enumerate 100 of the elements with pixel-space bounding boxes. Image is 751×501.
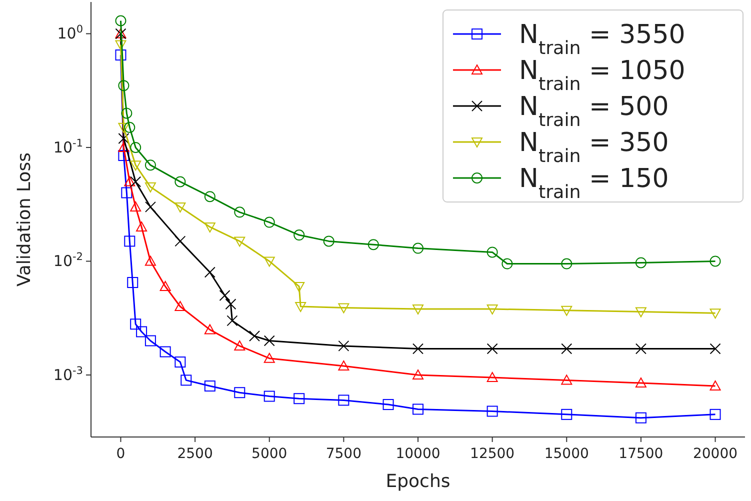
point: [219, 290, 230, 301]
point: [486, 372, 498, 382]
point: [561, 343, 572, 354]
legend-label: N$_{train}$ = 150: [519, 164, 669, 202]
point: [204, 266, 216, 278]
point: [635, 378, 646, 388]
point: [561, 408, 572, 420]
x-tick-label: 10000: [396, 446, 440, 462]
point: [144, 335, 156, 346]
point: [144, 182, 156, 192]
point: [338, 303, 350, 314]
point: [124, 176, 136, 186]
point: [635, 257, 646, 268]
point: [144, 201, 156, 212]
point: [264, 216, 275, 228]
point: [294, 393, 305, 404]
point: [124, 236, 136, 247]
point: [130, 201, 142, 212]
point: [118, 142, 130, 152]
point: [368, 239, 379, 250]
point: [486, 304, 498, 315]
point: [234, 340, 246, 350]
point: [294, 230, 305, 241]
point: [130, 142, 142, 153]
point: [124, 122, 136, 133]
point: [118, 132, 130, 144]
point: [264, 390, 275, 402]
point: [174, 202, 186, 212]
x-tick-label: 7500: [326, 446, 362, 462]
point: [234, 236, 246, 247]
point: [174, 176, 186, 188]
point: [561, 374, 572, 385]
point: [118, 150, 130, 161]
point: [160, 346, 171, 358]
point: [234, 206, 246, 218]
point: [710, 343, 721, 354]
point: [144, 256, 156, 266]
y-tick-label: 10$^{-1}$: [53, 137, 83, 156]
point: [204, 191, 216, 202]
point: [115, 40, 126, 50]
y-tick-label: 10$^{0}$: [57, 24, 83, 43]
point: [486, 246, 498, 258]
point: [226, 315, 238, 326]
x-tick-label: 15000: [544, 446, 589, 462]
point: [635, 307, 646, 318]
point: [127, 277, 138, 288]
point: [295, 302, 306, 312]
point: [323, 236, 334, 247]
point: [144, 160, 156, 171]
point: [635, 343, 646, 354]
x-axis-title: Epochs: [386, 471, 450, 492]
point: [412, 343, 424, 354]
point: [249, 330, 260, 342]
point: [412, 369, 424, 380]
x-tick-label: 12500: [470, 446, 515, 462]
point: [486, 343, 498, 354]
point: [121, 187, 132, 198]
y-tick-label: 10$^{-2}$: [53, 251, 83, 270]
point: [264, 256, 275, 267]
point: [502, 258, 513, 270]
point: [264, 352, 275, 363]
point: [710, 256, 721, 267]
point: [180, 374, 192, 386]
point: [338, 340, 350, 352]
x-tick-label: 20000: [693, 446, 738, 462]
point: [136, 221, 148, 232]
x-tick-label: 2500: [177, 446, 213, 462]
point: [204, 324, 216, 334]
point: [115, 49, 126, 60]
point: [234, 387, 246, 398]
legend-label: N$_{train}$ = 350: [519, 128, 669, 166]
point: [121, 108, 132, 119]
point: [635, 412, 646, 424]
point: [710, 408, 721, 420]
point: [174, 300, 186, 311]
point: [174, 356, 186, 368]
point: [412, 304, 424, 315]
legend-label: N$_{train}$ = 3550: [519, 20, 686, 58]
legend-label: N$_{train}$ = 1050: [519, 56, 686, 94]
point: [561, 258, 572, 270]
point: [710, 380, 721, 391]
point: [338, 360, 350, 370]
point: [174, 236, 186, 247]
point: [294, 282, 305, 292]
y-axis-title: Validation Loss: [14, 152, 35, 287]
point: [412, 404, 424, 415]
x-tick-label: 17500: [618, 446, 664, 462]
y-tick-label: 10$^{-3}$: [53, 364, 83, 384]
point: [338, 394, 350, 406]
legend-label: N$_{train}$ = 500: [519, 92, 669, 130]
point: [412, 242, 424, 254]
point: [486, 406, 498, 417]
point: [115, 15, 126, 26]
point: [118, 122, 130, 133]
point: [118, 80, 130, 92]
point: [264, 335, 275, 346]
point: [130, 176, 142, 188]
point: [561, 306, 572, 316]
point: [204, 380, 216, 392]
point: [136, 326, 148, 338]
